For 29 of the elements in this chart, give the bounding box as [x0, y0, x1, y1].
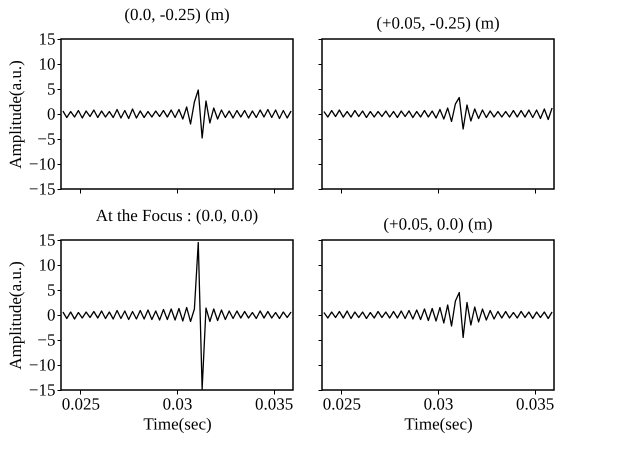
line-series	[62, 242, 292, 390]
y-tick-label: 5	[47, 280, 56, 300]
x-axis-title: Time(sec)	[143, 414, 212, 434]
y-tick-label: 10	[38, 256, 56, 274]
y-axis-title: Amplitude(a.u.)	[6, 261, 25, 370]
y-tick-label: −15	[28, 180, 56, 198]
x-axis-title: Time(sec)	[404, 414, 473, 434]
y-tick-label: −5	[37, 130, 56, 148]
x-tick-label: 0.03	[162, 394, 192, 414]
y-axis-title: Amplitude(a.u.)	[6, 60, 25, 169]
chart-title: At the Focus : (0.0, 0.0)	[96, 206, 258, 225]
y-tick-label: −15	[28, 380, 56, 400]
y-tick-label: 0	[47, 306, 56, 324]
x-tick-label: 0.03	[424, 394, 454, 414]
y-tick-label: −10	[28, 154, 56, 174]
x-tick-label: 0.035	[516, 394, 554, 414]
x-tick-label: 0.025	[62, 394, 100, 414]
y-tick-label: −10	[28, 356, 56, 374]
y-tick-label: 5	[47, 80, 56, 98]
y-tick-label: 15	[38, 230, 56, 250]
x-tick-label: 0.025	[322, 394, 361, 414]
y-tick-label: 10	[38, 54, 56, 74]
chart-title: (0.0, -0.25) (m)	[124, 5, 230, 24]
y-tick-label: −5	[37, 330, 56, 350]
chart-title: (+0.05, 0.0) (m)	[383, 214, 493, 234]
y-tick-label: 15	[38, 30, 56, 48]
y-tick-label: 0	[47, 104, 56, 124]
chart-title: (+0.05, -0.25) (m)	[376, 14, 500, 32]
x-tick-label: 0.035	[255, 394, 294, 414]
